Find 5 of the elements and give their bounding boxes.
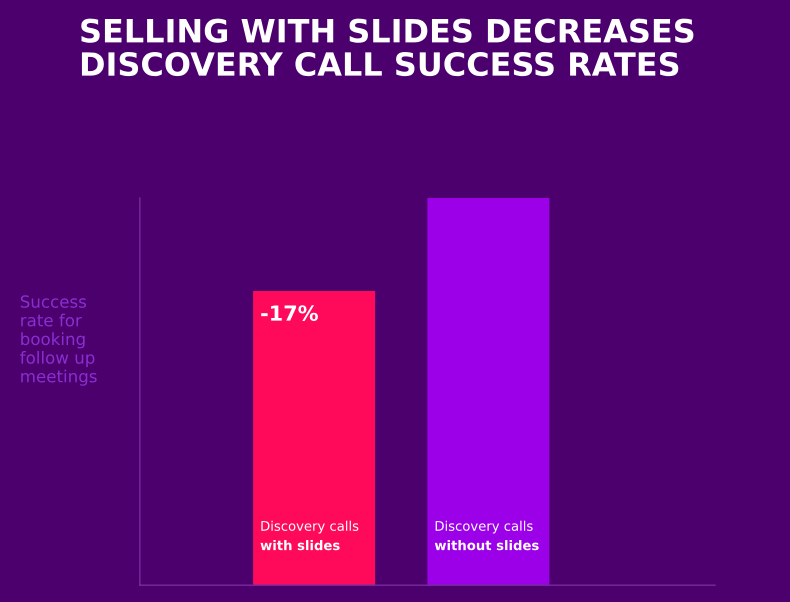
chart-title: SELLING WITH SLIDES DECREASES DISCOVERY CALL SUCCESS RATES — [81, 18, 694, 76]
x-tick-label: Discovery calls without slides — [434, 520, 539, 550]
y-axis-title: Success rate for booking follow up meetings — [20, 295, 97, 386]
x-tick-label: Discovery calls with slides — [260, 520, 358, 550]
annotation: -17% — [261, 305, 318, 321]
